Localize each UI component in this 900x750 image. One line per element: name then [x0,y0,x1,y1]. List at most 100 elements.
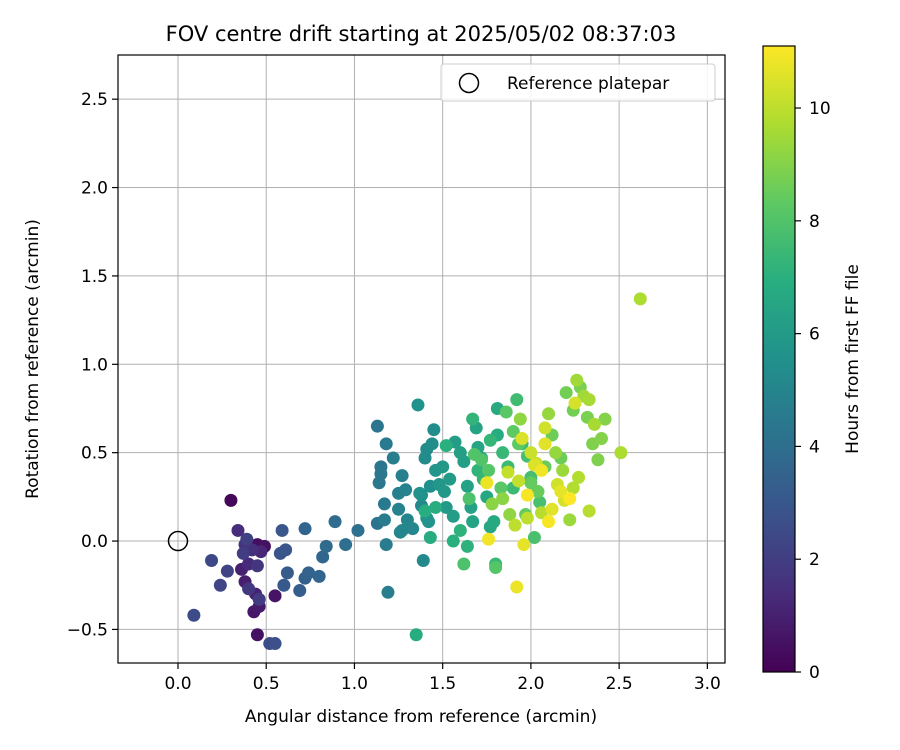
data-point [224,493,238,507]
y-tick-label: 0.0 [81,532,108,552]
colorbar-ticks: 0 2 4 6 8 10 [795,99,831,683]
data-point [436,460,450,474]
y-tick-label: 2.0 [81,179,108,199]
data-point [446,509,460,523]
data-point [439,500,453,514]
data-point [531,485,545,499]
data-point [339,538,353,552]
data-point [538,437,552,451]
legend: Reference platepar [440,63,716,102]
colorbar-tick-label: 10 [809,99,831,119]
colorbar-tick-label: 2 [809,550,820,570]
data-point [312,569,326,583]
data-point [510,580,524,594]
reference-point [167,530,189,552]
data-point [527,531,541,545]
data-point [406,522,420,536]
data-point [275,523,289,537]
data-point [545,502,559,516]
plot-frame [117,54,726,664]
data-point [268,589,282,603]
data-point [480,476,494,490]
data-point [277,578,291,592]
data-point [482,463,496,477]
data-point [425,437,439,451]
data-point [515,432,529,446]
data-point [279,543,293,557]
data-point [443,472,457,486]
data-point [474,453,488,467]
data-point [462,492,476,506]
data-point [563,492,577,506]
data-point [437,485,451,499]
data-point [614,446,628,460]
colorbar-tick-label: 6 [809,325,820,345]
data-point [205,553,219,567]
data-point [298,522,312,536]
data-point [250,628,264,642]
data-point [633,292,647,306]
data-point [582,393,596,407]
colorbar: 0 2 4 6 8 10 Hours from first FF file [762,45,863,683]
data-point [213,578,227,592]
data-point [377,497,391,511]
data-point [598,412,612,426]
data-point [460,479,474,493]
data-point [524,446,538,460]
data-point [316,550,330,564]
x-tick-label: 1.5 [429,674,456,694]
data-point [512,474,526,488]
data-point [413,486,427,500]
data-point [302,566,316,580]
data-point [563,513,577,527]
data-point [240,532,254,546]
data-point [370,419,384,433]
data-point [466,412,480,426]
colorbar-tick-label: 4 [809,437,820,457]
data-point [538,421,552,435]
x-axis-label: Angular distance from reference (arcmin) [245,707,597,727]
data-point [399,483,413,497]
data-point [554,485,568,499]
data-point [499,405,513,419]
data-point [418,504,432,518]
data-point [482,532,496,546]
x-tick-label: 3.0 [694,674,721,694]
data-point [293,584,307,598]
data-point [220,564,234,578]
data-point [494,481,508,495]
data-point [422,515,436,529]
data-point [231,523,245,537]
data-point [517,538,531,552]
data-point [572,470,586,484]
data-point [429,500,443,514]
data-point [485,497,499,511]
data-point [503,508,517,522]
colorbar-label: Hours from first FF file [843,264,863,454]
data-point [501,465,515,479]
data-point [377,513,391,527]
data-point [508,518,522,532]
data-point [520,488,534,502]
data-point [242,582,256,596]
data-point [351,523,365,537]
data-point [379,437,393,451]
data-point [520,511,534,525]
axis-ticks: 0.0 0.5 1.0 1.5 2.0 2.5 3.0 −0.5 0.0 0.5 1.0 1.5 2.0… [67,90,721,694]
data-point [386,451,400,465]
data-point [483,433,497,447]
y-tick-label: 1.0 [81,355,108,375]
data-point [542,515,556,529]
data-point [533,495,547,509]
data-point [587,417,601,431]
data-point [381,585,395,599]
chart-title: FOV centre drift starting at 2025/05/02 … [166,22,677,46]
data-point [460,539,474,553]
data-point [534,463,548,477]
data-point [487,515,501,529]
data-point [252,592,266,606]
data-point [328,515,342,529]
data-point [439,439,453,453]
data-point [395,469,409,483]
